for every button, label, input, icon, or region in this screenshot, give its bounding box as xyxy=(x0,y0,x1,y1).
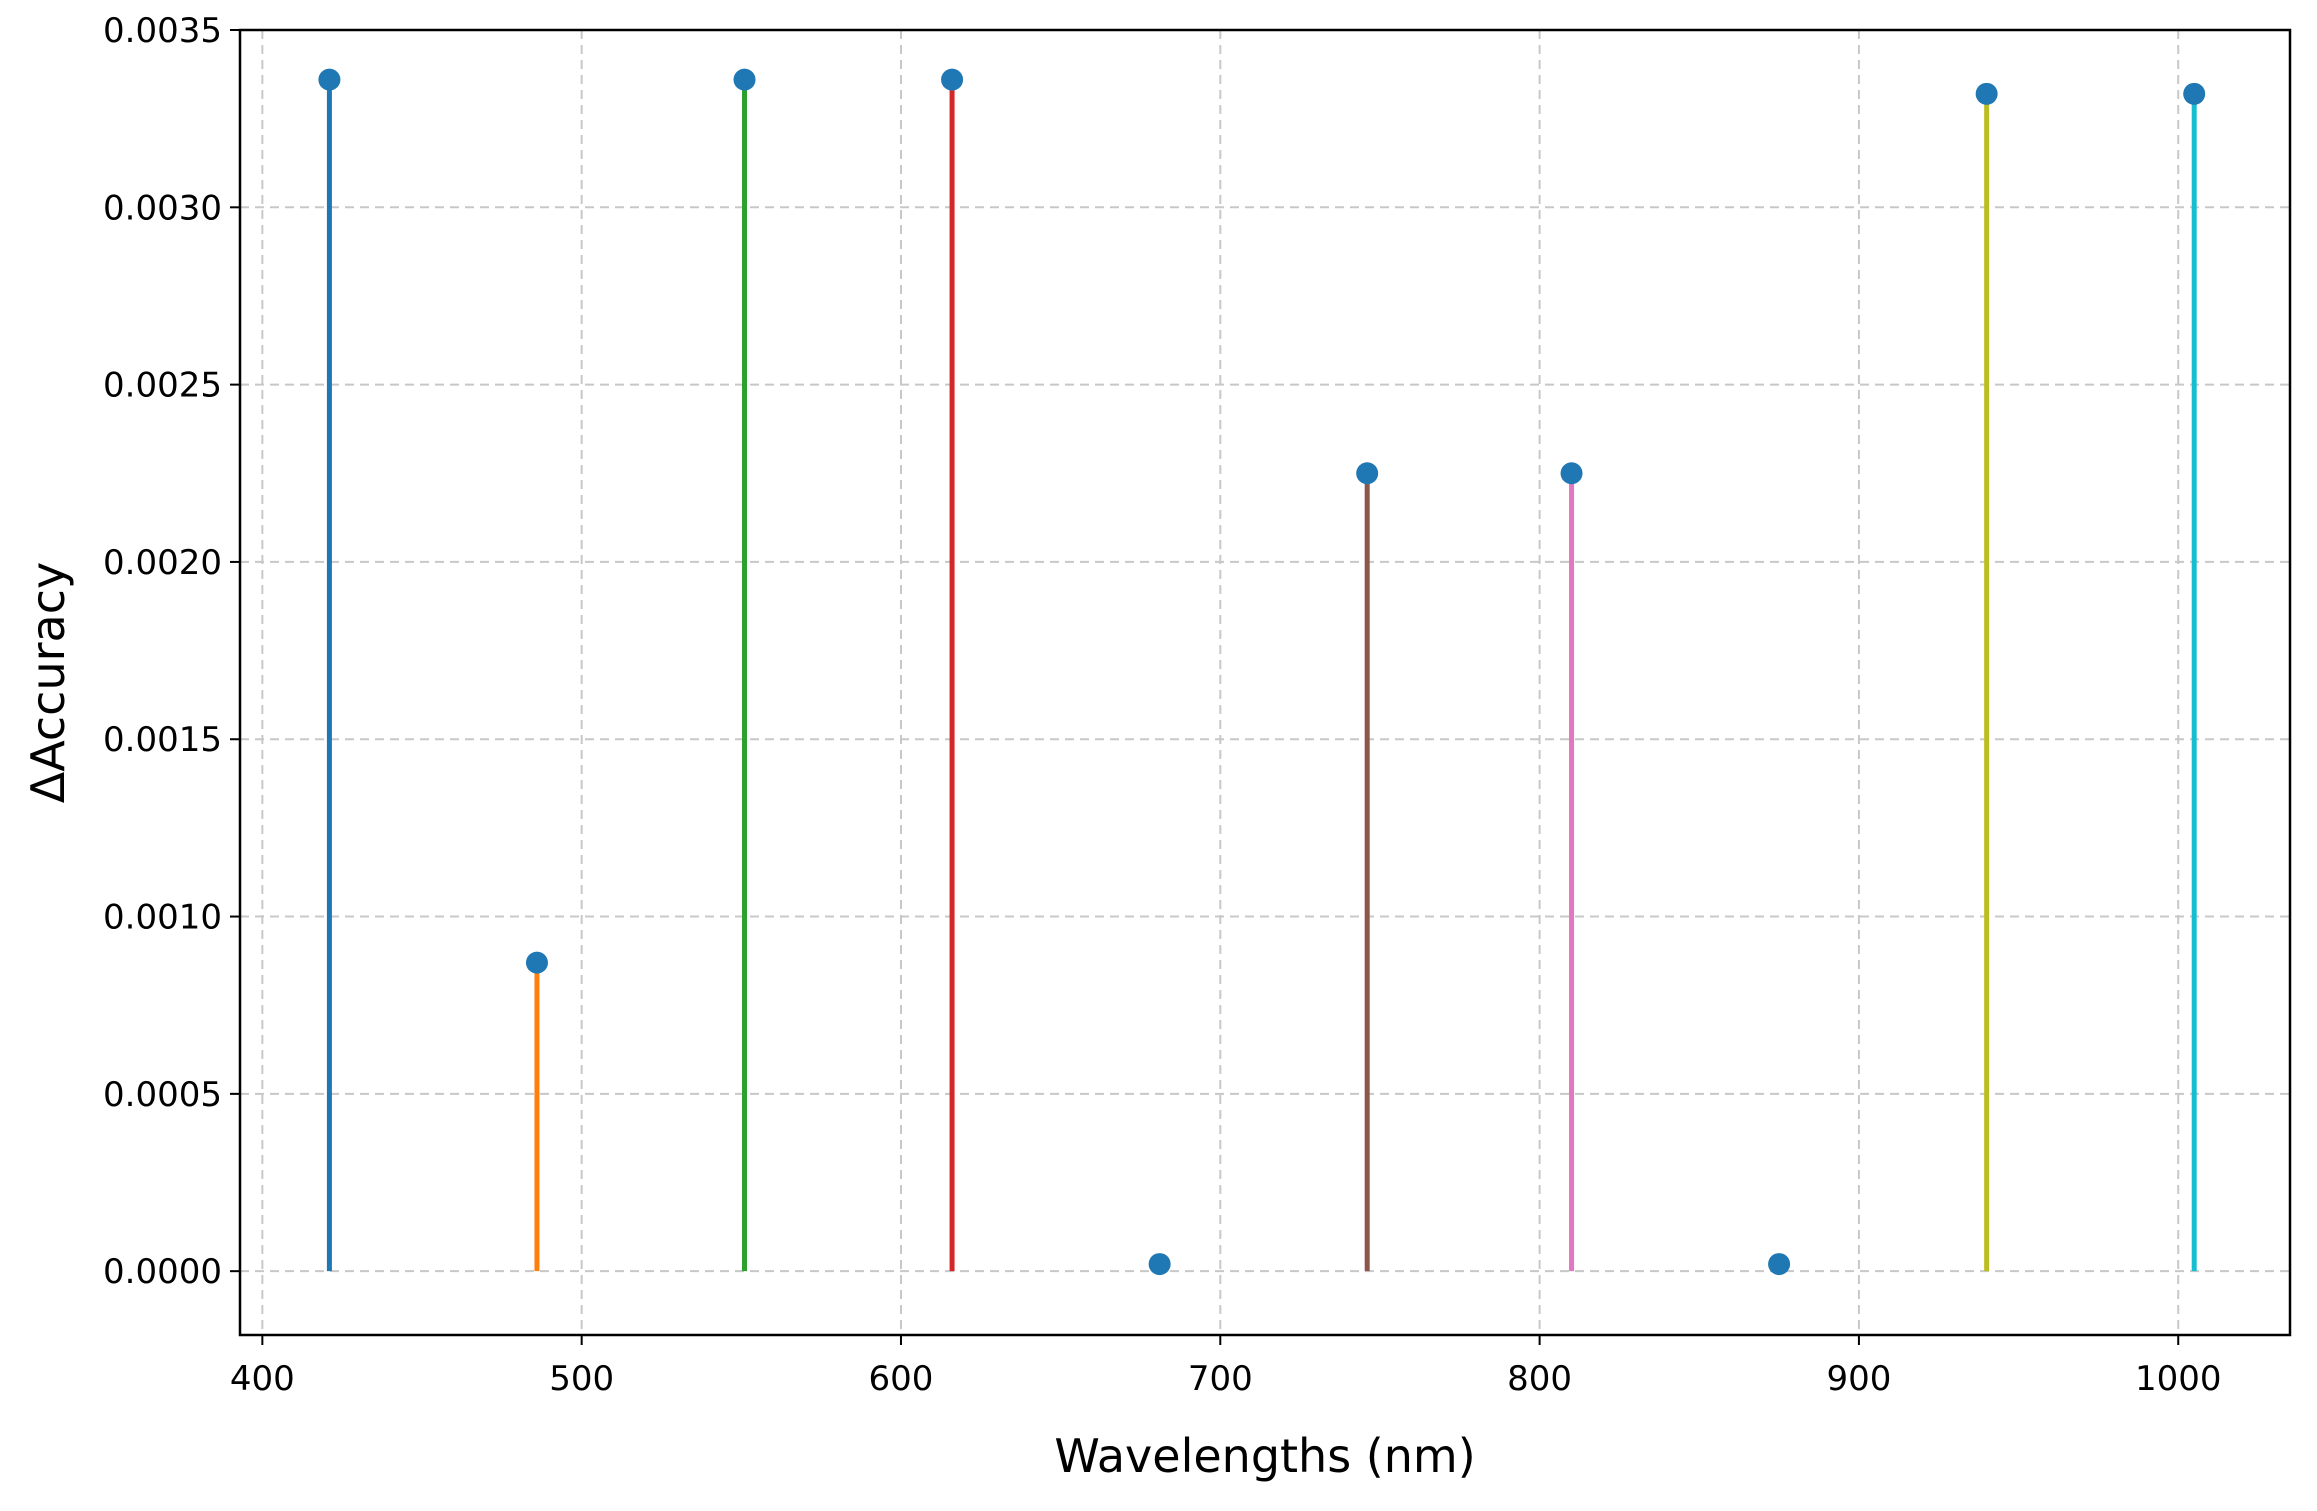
x-tick-label: 700 xyxy=(1188,1359,1253,1399)
y-tick-label: 0.0030 xyxy=(103,188,222,228)
x-tick-label: 600 xyxy=(869,1359,934,1399)
x-tick-label: 500 xyxy=(549,1359,614,1399)
plot-frame xyxy=(238,28,2292,1337)
y-tick-label: 0.0025 xyxy=(103,366,222,406)
stem-marker-1 xyxy=(318,68,341,91)
stem-lines xyxy=(326,79,2197,1272)
y-tick-label: 0.0035 xyxy=(103,11,222,51)
x-axis-title: Wavelengths (nm) xyxy=(1054,1429,1475,1483)
stem-marker-5 xyxy=(1148,1253,1171,1276)
stem-marker-9 xyxy=(1975,82,1998,105)
y-axis-ticks: 0.0000 0.0005 0.0010 0.0015 0.0020 0.0025 0.00… xyxy=(103,11,240,1292)
stem-marker-10 xyxy=(2183,82,2206,105)
stem-marker-2 xyxy=(525,951,548,974)
y-tick-label: 0.0020 xyxy=(103,543,222,583)
y-tick-label: 0.0005 xyxy=(103,1075,222,1115)
x-tick-label: 400 xyxy=(230,1359,295,1399)
y-tick-label: 0.0010 xyxy=(103,898,222,938)
stem-marker-4 xyxy=(941,68,964,91)
x-tick-label: 1000 xyxy=(2135,1359,2222,1399)
x-tick-label: 900 xyxy=(1826,1359,1891,1399)
y-axis-title: ΔAccuracy xyxy=(21,562,75,803)
stem-marker-3 xyxy=(733,68,756,91)
x-axis-ticks: 400 500 600 700 800 900 1000 xyxy=(230,1335,2222,1399)
stem-marker-7 xyxy=(1560,462,1583,485)
stem-markers xyxy=(318,68,2206,1276)
stem-marker-8 xyxy=(1768,1253,1791,1276)
y-tick-label: 0.0000 xyxy=(103,1252,222,1292)
y-tick-label: 0.0015 xyxy=(103,720,222,760)
stem-marker-6 xyxy=(1356,462,1379,485)
x-tick-label: 800 xyxy=(1507,1359,1572,1399)
